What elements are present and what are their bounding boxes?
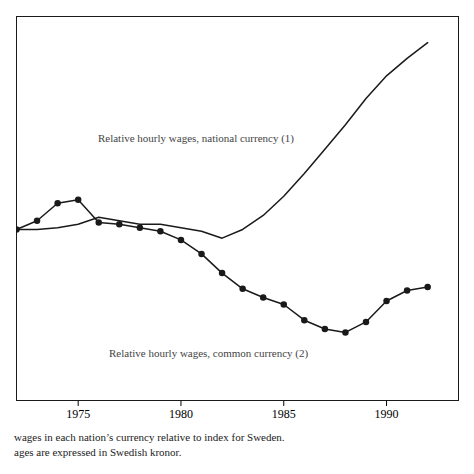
svg-text:1990: 1990	[375, 407, 399, 421]
svg-text:1980: 1980	[169, 407, 193, 421]
svg-text:1975: 1975	[66, 407, 90, 421]
html-text:ages are expressed in Swedish: ages are expressed in Swedish kronor.	[14, 446, 182, 458]
svg-text:1985: 1985	[272, 407, 296, 421]
html-text:wages in each nation’s currenc: wages in each nation’s currency relative…	[14, 431, 285, 443]
svg-text:Relative hourly wages, nationa: Relative hourly wages, national currency…	[98, 132, 294, 145]
svg-text:Relative hourly wages, common: Relative hourly wages, common currency (…	[109, 347, 308, 360]
